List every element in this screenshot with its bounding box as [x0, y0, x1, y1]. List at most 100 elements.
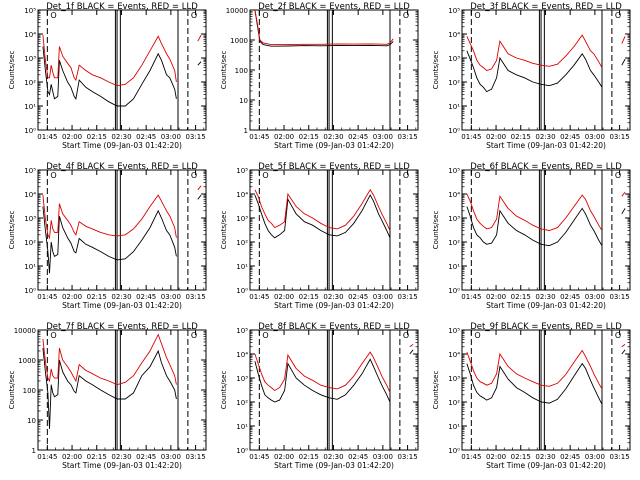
series-line-lld: [254, 9, 394, 46]
plot-frame: [461, 169, 631, 291]
x-tick-label: 02:00: [274, 293, 294, 301]
x-tick-label: 03:15: [609, 293, 629, 301]
x-tick-label: 03:00: [585, 133, 605, 141]
x-tick-label: 03:00: [585, 293, 605, 301]
y-tick-label: 1: [32, 447, 36, 455]
x-axis-label: Start Time (09-Jan-03 01:42:20): [62, 461, 182, 470]
y-tick-label: 10⁰: [448, 287, 460, 295]
y-tick-label: 10³: [24, 215, 36, 223]
y-tick-label: 10: [239, 97, 248, 105]
x-tick-label: 02:00: [486, 293, 506, 301]
corner-marker-glyph: O: [403, 11, 409, 20]
x-tick-label: 02:00: [274, 453, 294, 461]
x-tick-label: 03:15: [397, 133, 417, 141]
y-tick-label: 10¹: [448, 263, 460, 271]
corner-marker-glyph: O: [262, 11, 268, 20]
x-tick-label: 02:15: [87, 293, 107, 301]
chart-title: Det_5f BLACK = Events, RED = LLD: [258, 162, 410, 172]
series-line-events: [466, 50, 626, 93]
corner-marker-glyph: O: [403, 331, 409, 340]
series-line-events: [466, 206, 626, 247]
chart-title: Det_4f BLACK = Events, RED = LLD: [46, 162, 198, 172]
series-line-lld: [42, 333, 177, 386]
x-tick-label: 02:30: [323, 293, 343, 301]
x-tick-label: 02:00: [486, 453, 506, 461]
x-tick-label: 01:45: [37, 293, 57, 301]
x-tick-label: 02:45: [348, 453, 368, 461]
x-tick-label: 02:00: [274, 133, 294, 141]
x-tick-label: 01:45: [461, 293, 481, 301]
x-tick-label: 03:15: [397, 293, 417, 301]
series-line-events: [254, 349, 414, 403]
x-tick-label: 03:00: [585, 453, 605, 461]
x-tick-label: 02:30: [535, 133, 555, 141]
series-line-lld: [42, 185, 202, 240]
x-tick-label: 02:00: [486, 133, 506, 141]
y-tick-label: 10³: [236, 375, 248, 383]
plot-frame: [461, 329, 631, 451]
series-line-events: [254, 9, 394, 47]
chart-panel-9: Det_9f BLACK = Events, RED = LLD 10⁰ 10¹ 10…: [432, 322, 631, 470]
plot-frame: [37, 9, 207, 131]
y-tick-label: 10³: [448, 215, 460, 223]
x-tick-label: 02:30: [111, 453, 131, 461]
x-tick-label: 03:15: [609, 133, 629, 141]
corner-marker-glyph: O: [615, 331, 621, 340]
corner-marker-glyph: O: [50, 331, 56, 340]
x-tick-label: 02:15: [299, 133, 319, 141]
x-tick-label: 02:00: [62, 453, 82, 461]
corner-marker-glyph: O: [262, 331, 268, 340]
series-line-lld: [42, 34, 202, 87]
x-tick-label: 02:15: [87, 453, 107, 461]
x-axis-label: Start Time (09-Jan-03 01:42:20): [486, 301, 606, 310]
y-tick-label: 10⁵: [24, 7, 36, 15]
y-tick-label: 10⁴: [24, 31, 36, 39]
x-tick-label: 01:45: [249, 453, 269, 461]
y-axis-label: Counts/sec: [220, 371, 228, 410]
x-tick-label: 02:45: [560, 133, 580, 141]
chart-panel-5: Det_5f BLACK = Events, RED = LLD 10⁰ 10¹ 10…: [220, 162, 419, 310]
series-line-events: [42, 348, 177, 430]
y-tick-label: 100: [235, 67, 248, 75]
x-tick-label: 03:15: [609, 453, 629, 461]
chart-panel-2: Det_2f BLACK = Events, RED = LLD 1 10 100 10…: [220, 2, 419, 150]
chart-title: Det_3f BLACK = Events, RED = LLD: [470, 2, 622, 12]
x-tick-label: 02:00: [62, 133, 82, 141]
corner-marker-glyph: O: [262, 171, 268, 180]
y-tick-label: 10⁴: [236, 191, 248, 199]
y-tick-label: 10⁰: [24, 287, 36, 295]
corner-marker-glyph: O: [191, 331, 197, 340]
x-axis-label: Start Time (09-Jan-03 01:42:20): [274, 301, 394, 310]
chart-panel-6: Det_6f BLACK = Events, RED = LLD 10⁰ 10¹ 10…: [432, 162, 631, 310]
plot-frame: [37, 329, 207, 451]
y-tick-label: 10⁰: [24, 127, 36, 135]
x-tick-label: 01:45: [461, 453, 481, 461]
y-tick-label: 10²: [236, 399, 248, 407]
y-axis-label: Counts/sec: [8, 371, 16, 410]
y-axis-label: Counts/sec: [8, 211, 16, 250]
y-tick-label: 10⁴: [448, 31, 460, 39]
y-axis-label: Counts/sec: [432, 51, 440, 90]
y-tick-label: 10⁵: [24, 167, 36, 175]
x-tick-label: 02:45: [136, 133, 156, 141]
x-tick-label: 01:45: [249, 133, 269, 141]
x-tick-label: 02:30: [111, 133, 131, 141]
x-tick-label: 01:45: [461, 133, 481, 141]
corner-marker-glyph: O: [474, 171, 480, 180]
series-line-lld: [254, 344, 414, 393]
x-axis-label: Start Time (09-Jan-03 01:42:20): [486, 141, 606, 150]
x-axis-label: Start Time (09-Jan-03 01:42:20): [486, 461, 606, 470]
y-tick-label: 1: [244, 127, 248, 135]
y-tick-label: 10¹: [24, 103, 36, 111]
corner-marker-glyph: O: [50, 171, 56, 180]
y-axis-label: Counts/sec: [220, 211, 228, 250]
corner-marker-glyph: O: [403, 171, 409, 180]
x-tick-label: 02:30: [323, 133, 343, 141]
x-tick-label: 02:45: [560, 293, 580, 301]
x-tick-label: 02:15: [299, 453, 319, 461]
y-tick-label: 10³: [236, 215, 248, 223]
y-tick-label: 10⁵: [236, 167, 248, 175]
x-axis-label: Start Time (09-Jan-03 01:42:20): [62, 141, 182, 150]
y-axis-label: Counts/sec: [220, 51, 228, 90]
